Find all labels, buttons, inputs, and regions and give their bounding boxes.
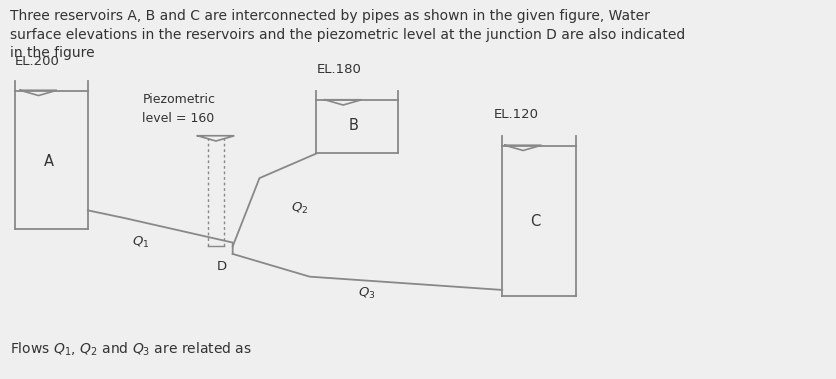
Text: $Q_1$: $Q_1$ [132, 235, 149, 250]
Text: Three reservoirs A, B and C are interconnected by pipes as shown in the given fi: Three reservoirs A, B and C are intercon… [10, 9, 685, 60]
Text: D: D [217, 260, 227, 273]
Text: EL.120: EL.120 [493, 108, 538, 121]
Text: EL.180: EL.180 [316, 63, 361, 76]
Text: Flows $Q_1$, $Q_2$ and $Q_3$ are related as: Flows $Q_1$, $Q_2$ and $Q_3$ are related… [10, 341, 252, 358]
Text: C: C [530, 214, 540, 229]
Text: EL.200: EL.200 [15, 55, 60, 68]
Text: $Q_3$: $Q_3$ [358, 286, 375, 301]
Text: level = 160: level = 160 [142, 112, 214, 125]
Text: $Q_2$: $Q_2$ [291, 201, 308, 216]
Text: A: A [43, 153, 54, 169]
Text: B: B [348, 117, 358, 133]
Text: Piezometric: Piezometric [142, 93, 215, 106]
